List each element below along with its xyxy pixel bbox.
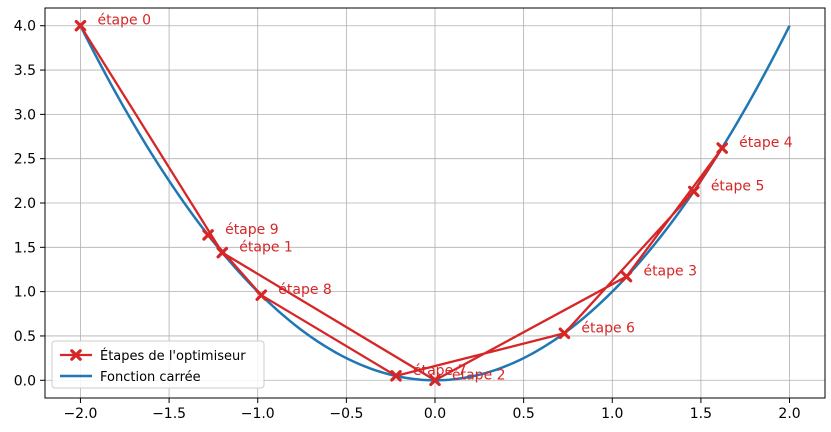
step-label: étape 9 <box>225 222 279 238</box>
legend-entry-function: Fonction carrée <box>60 370 201 385</box>
step-label: étape 5 <box>711 178 765 194</box>
legend-label-steps: Étapes de l'optimiseur <box>100 348 246 364</box>
step-marker <box>216 246 229 259</box>
x-tick-label: 1.0 <box>601 406 623 422</box>
marker-stroke <box>216 246 229 259</box>
marker-stroke <box>429 374 441 387</box>
marker-stroke <box>390 370 402 382</box>
y-tick-label: 3.5 <box>14 63 36 79</box>
y-tick-label: 2.0 <box>14 196 36 212</box>
y-tick-label: 4.0 <box>14 19 36 35</box>
steps-layer <box>74 19 728 387</box>
legend-label-function: Fonction carrée <box>100 370 201 385</box>
step-marker <box>558 327 571 340</box>
step-label: étape 8 <box>278 282 332 298</box>
step-label: étape 1 <box>239 240 293 256</box>
marker-stroke <box>255 289 268 301</box>
step-label: étape 0 <box>97 13 151 29</box>
y-tick-label: 1.0 <box>14 285 36 301</box>
y-tick-label: 1.5 <box>14 240 36 256</box>
marker-stroke <box>716 142 728 154</box>
x-tick-label: −1.5 <box>152 406 186 422</box>
step-label: étape 4 <box>739 135 793 151</box>
step-marker <box>429 374 441 387</box>
x-tick-label: 2.0 <box>778 406 800 422</box>
step-label: étape 6 <box>581 320 635 336</box>
marker-stroke <box>558 327 571 340</box>
x-tick-label: 1.5 <box>690 406 712 422</box>
x-tick-label: 0.5 <box>513 406 535 422</box>
legend: Étapes de l'optimiseur Fonction carrée <box>51 340 265 389</box>
step-marker <box>390 370 402 382</box>
legend-box <box>51 340 265 389</box>
marker-stroke <box>620 270 633 283</box>
step-marker <box>620 270 633 283</box>
step-label: étape 3 <box>643 264 697 280</box>
y-tick-label: 0.0 <box>14 373 36 389</box>
step-marker <box>255 289 268 301</box>
legend-entry-steps: Étapes de l'optimiseur <box>60 348 246 364</box>
x-tick-label: −1.0 <box>241 406 275 422</box>
marker-stroke <box>202 229 214 241</box>
marker-stroke <box>74 19 87 32</box>
step-label: étape 2 <box>452 367 506 383</box>
step-marker <box>688 185 700 198</box>
step-marker <box>74 19 87 32</box>
axis-ticks: −2.0 −1.5 −1.0 −0.5 0.0 0.5 1.0 1.5 2.0 0.0 0.5 1.0… <box>14 19 801 422</box>
steps-path <box>79 25 724 382</box>
y-tick-label: 3.0 <box>14 107 36 123</box>
step-marker <box>70 349 82 361</box>
marker-stroke <box>70 349 82 361</box>
step-marker <box>202 229 214 241</box>
step-label: étape 7 <box>413 363 467 379</box>
marker-stroke <box>688 185 700 198</box>
step-marker <box>716 142 728 154</box>
x-tick-label: −2.0 <box>63 406 97 422</box>
x-tick-label: 0.0 <box>424 406 446 422</box>
y-tick-label: 2.5 <box>14 152 36 168</box>
step-labels: étape 0 étape 1 étape 2 étape 3 étape 4 étape… <box>97 13 792 384</box>
x-tick-label: −0.5 <box>329 406 363 422</box>
y-tick-label: 0.5 <box>14 329 36 345</box>
